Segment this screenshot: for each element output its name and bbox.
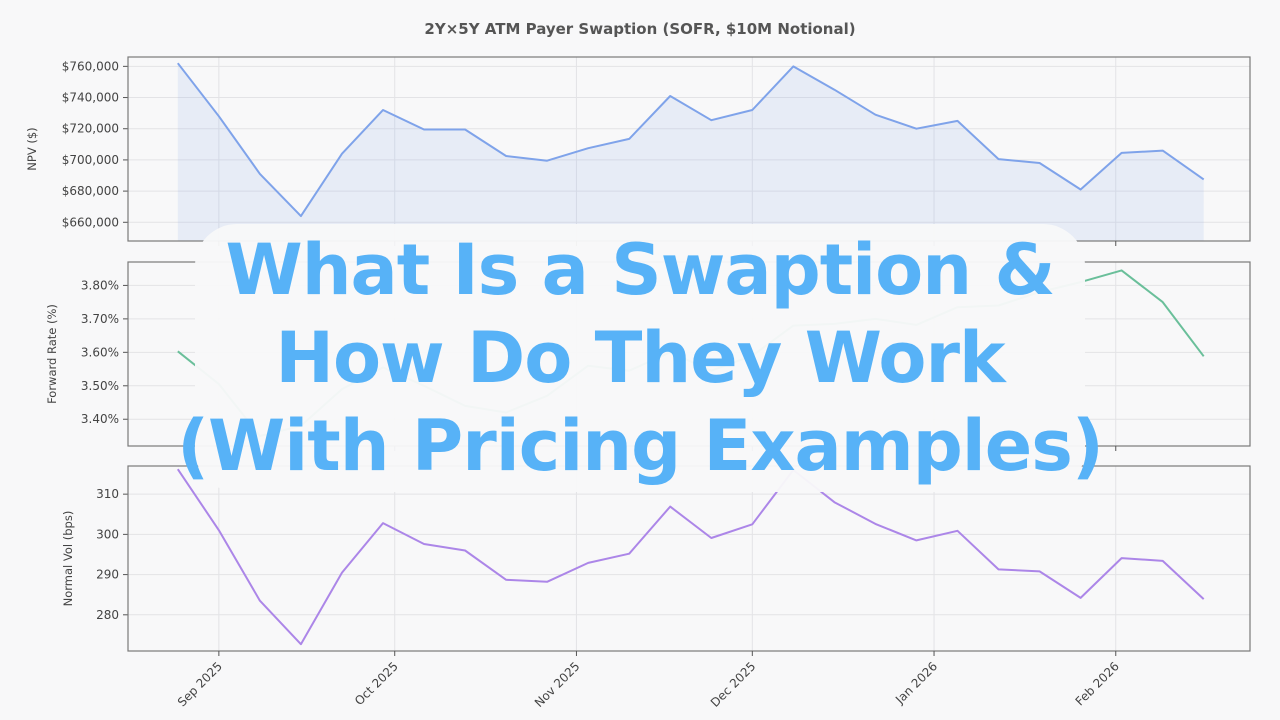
y-tick-label: 300 (96, 527, 119, 541)
series-fill-area (177, 63, 1204, 242)
overlay-title-line-3: (With Pricing Examples) (177, 405, 1104, 487)
y-tick-label: 290 (96, 568, 119, 582)
y-axis-label: NPV ($) (25, 127, 39, 170)
y-tick-label: $720,000 (62, 122, 119, 136)
y-axis-label: Normal Vol (bps) (61, 511, 75, 607)
y-tick-label: $680,000 (62, 184, 119, 198)
overlay-title-line-2: How Do They Work (275, 317, 1005, 399)
y-tick-label: 280 (96, 608, 119, 622)
overlay-title-line-1: What Is a Swaption & (225, 229, 1055, 311)
plot-area-1 (128, 57, 1250, 241)
chart-title: 2Y×5Y ATM Payer Swaption (SOFR, $10M Not… (424, 20, 855, 38)
y-tick-label: 3.70% (81, 312, 119, 326)
y-tick-label: 3.80% (81, 278, 119, 292)
x-tick-label: Feb 2026 (1073, 659, 1122, 708)
y-axis-label: Forward Rate (%) (45, 304, 59, 404)
y-tick-label: 3.50% (81, 379, 119, 393)
y-tick-label: $660,000 (62, 215, 119, 229)
x-tick-label: Jan 2026 (892, 659, 940, 707)
y-tick-label: 3.40% (81, 412, 119, 426)
y-tick-label: $740,000 (62, 91, 119, 105)
y-tick-label: 310 (96, 487, 119, 501)
title-overlay: What Is a Swaption & How Do They Work (W… (177, 224, 1104, 492)
y-tick-label: 3.60% (81, 345, 119, 359)
x-tick-label: Sep 2025 (175, 659, 225, 709)
y-tick-label: $700,000 (62, 153, 119, 167)
series-line-3 (176, 468, 1205, 646)
series-line-1 (177, 62, 1205, 218)
x-tick-label: Nov 2025 (532, 659, 583, 710)
x-tick-label: Oct 2025 (352, 659, 401, 708)
y-tick-label: $760,000 (62, 59, 119, 73)
x-tick-label: Dec 2025 (708, 659, 759, 710)
